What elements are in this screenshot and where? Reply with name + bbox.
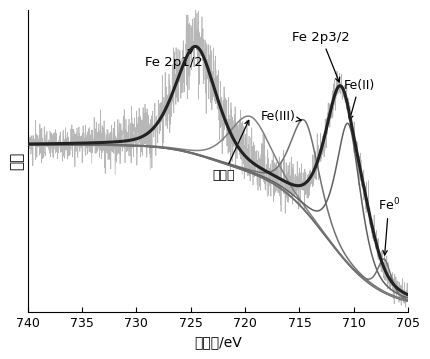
Text: Fe(II): Fe(II) xyxy=(344,79,375,120)
Text: Fe$^0$: Fe$^0$ xyxy=(378,196,400,255)
Text: Fe 2p1/2: Fe 2p1/2 xyxy=(145,49,203,69)
Text: Fe 2p3/2: Fe 2p3/2 xyxy=(292,31,350,82)
X-axis label: 结合能/eV: 结合能/eV xyxy=(194,335,242,349)
Text: 卫星峰: 卫星峰 xyxy=(212,120,249,182)
Text: Fe(III): Fe(III) xyxy=(260,109,301,123)
Y-axis label: 强度: 强度 xyxy=(10,151,25,170)
